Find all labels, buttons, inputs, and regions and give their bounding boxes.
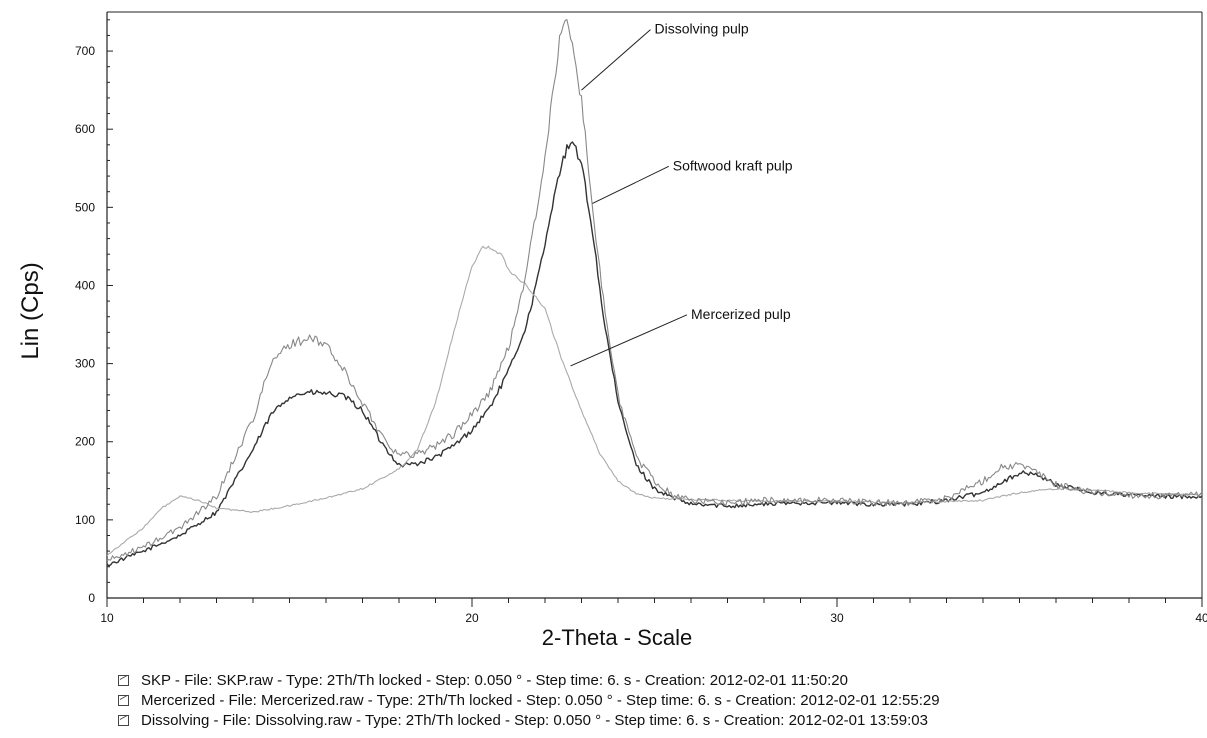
annotation-leader-line [592,165,669,204]
annotation-layer: Dissolving pulp Softwood kraft pulp Mercer… [570,21,793,367]
y-tick-label: 600 [75,122,95,136]
x-axis-title: 2-Theta - Scale [542,625,692,650]
axis-layer: 0 100 200 300 400 500 600 700 10 20 30 40 [75,19,1207,625]
y-axis-title: Lin (Cps) [17,262,44,359]
legend-entry: SKP - File: SKP.raw - Type: 2Th/Th locke… [118,670,940,690]
x-tick-label: 30 [830,611,844,625]
y-tick-label: 700 [75,44,95,58]
legend-entry: Dissolving - File: Dissolving.raw - Type… [118,710,940,730]
legend-text: Mercerized - File: Mercerized.raw - Type… [141,691,940,709]
series-line-dissolving [106,19,1203,562]
y-tick-label: 0 [88,591,95,605]
series-line-mercerized [106,245,1203,556]
y-tick-label: 200 [75,435,95,449]
annotation-leader-line [581,29,651,91]
xrd-chart: Dissolving pulp Softwood kraft pulp Mercer… [17,11,1207,650]
annotation-label: Mercerized pulp [691,306,791,322]
legend-swatch-icon [118,694,129,706]
legend-text: SKP - File: SKP.raw - Type: 2Th/Th locke… [141,671,848,689]
annotation-label: Softwood kraft pulp [673,157,793,173]
plot-frame [106,11,1203,599]
series-line-skp [106,141,1203,567]
legend: SKP - File: SKP.raw - Type: 2Th/Th locke… [118,670,940,730]
x-tick-label: 10 [100,611,114,625]
series-layer [106,19,1203,567]
annotation-leader-line [570,314,688,367]
legend-swatch-icon [118,714,129,726]
x-tick-label: 20 [465,611,479,625]
y-tick-label: 300 [75,357,95,371]
legend-text: Dissolving - File: Dissolving.raw - Type… [141,711,928,729]
y-tick-label: 100 [75,513,95,527]
legend-entry: Mercerized - File: Mercerized.raw - Type… [118,690,940,710]
x-tick-label: 40 [1195,611,1207,625]
y-tick-label: 400 [75,278,95,292]
y-tick-label: 500 [75,200,95,214]
annotation-label: Dissolving pulp [655,21,749,37]
legend-swatch-icon [118,674,129,686]
